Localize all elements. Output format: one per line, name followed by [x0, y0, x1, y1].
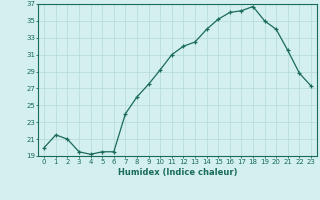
X-axis label: Humidex (Indice chaleur): Humidex (Indice chaleur): [118, 168, 237, 177]
